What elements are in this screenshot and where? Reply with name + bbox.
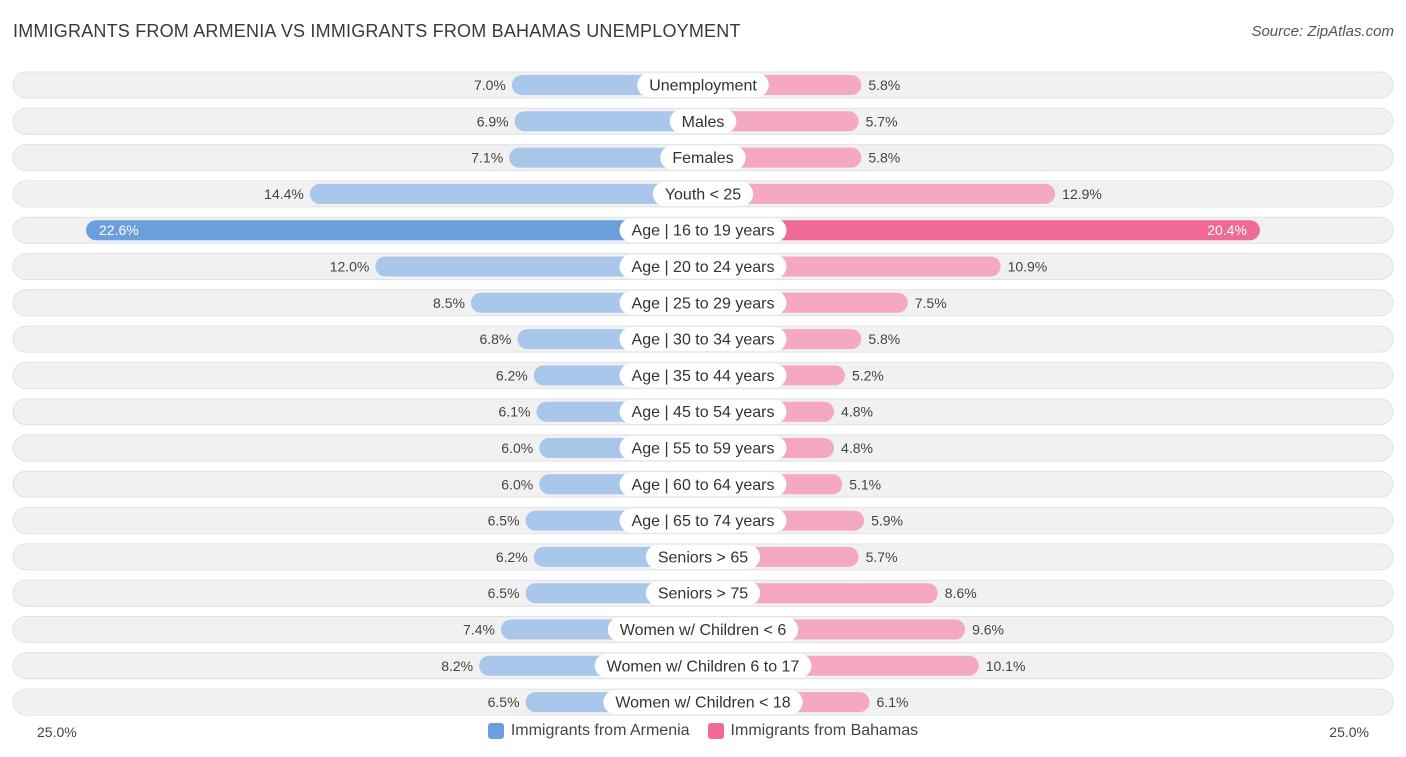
value-label-armenia: 14.4%: [264, 186, 304, 202]
category-label: Females: [672, 150, 733, 167]
bar-bahamas: [703, 220, 1260, 241]
category-pill: [619, 399, 787, 424]
legend-item-armenia[interactable]: Immigrants from Armenia: [487, 722, 690, 740]
category-pill: [603, 690, 803, 715]
category-pill: [645, 581, 761, 606]
category-label: Age | 55 to 59 years: [632, 441, 775, 458]
bar-armenia: [309, 183, 703, 204]
category-label: Age | 35 to 44 years: [632, 368, 775, 385]
value-label-armenia: 8.5%: [433, 295, 465, 311]
category-pill: [619, 327, 787, 352]
category-pill: [652, 181, 754, 206]
value-label-armenia: 6.0%: [501, 440, 533, 456]
bar-bahamas: [703, 111, 859, 132]
value-label-bahamas: 5.9%: [871, 513, 903, 529]
bar-armenia: [514, 111, 703, 132]
bar-bahamas: [703, 583, 938, 604]
value-label-armenia: 6.2%: [496, 367, 528, 383]
chart-title: IMMIGRANTS FROM ARMENIA VS IMMIGRANTS FR…: [13, 21, 741, 41]
category-label: Women w/ Children < 18: [615, 695, 790, 712]
category-pill: [637, 73, 769, 97]
value-label-bahamas: 9.6%: [972, 622, 1004, 638]
category-label: Seniors > 75: [658, 586, 748, 603]
axis-right-label: 25.0%: [1329, 724, 1369, 740]
legend: Immigrants from Armenia Immigrants from …: [0, 722, 1406, 740]
value-label-armenia: 6.1%: [499, 404, 531, 420]
value-label-bahamas: 5.2%: [852, 367, 884, 383]
value-label-bahamas: 5.8%: [868, 77, 900, 93]
value-label-armenia: 12.0%: [330, 259, 370, 275]
value-label-bahamas: 5.8%: [868, 331, 900, 347]
value-label-armenia: 6.0%: [501, 476, 533, 492]
legend-item-bahamas[interactable]: Immigrants from Bahamas: [707, 722, 919, 740]
value-label-bahamas: 5.7%: [866, 113, 898, 129]
category-pill: [669, 109, 737, 134]
source-note: Source: ZipAtlas.com: [1251, 23, 1394, 40]
value-label-bahamas: 6.1%: [877, 694, 909, 710]
value-label-bahamas: 4.8%: [841, 404, 873, 420]
value-label-bahamas: 10.9%: [1008, 259, 1048, 275]
legend-label-bahamas: Immigrants from Bahamas: [730, 722, 919, 739]
legend-swatch-bahamas: [707, 723, 724, 739]
value-label-bahamas: 12.9%: [1062, 186, 1102, 202]
value-label-armenia: 7.0%: [474, 77, 506, 93]
value-label-bahamas: 5.8%: [868, 150, 900, 166]
value-label-bahamas: 5.7%: [866, 549, 898, 565]
value-label-armenia: 6.2%: [496, 549, 528, 565]
category-pill: [619, 218, 787, 243]
category-pill: [619, 363, 787, 388]
category-label: Age | 65 to 74 years: [632, 513, 775, 530]
value-label-bahamas: 5.1%: [849, 476, 881, 492]
category-pill: [660, 145, 746, 170]
legend-swatch-armenia: [487, 723, 504, 739]
category-pill: [607, 617, 799, 642]
value-label-armenia: 7.1%: [471, 150, 503, 166]
category-label: Age | 60 to 64 years: [632, 477, 775, 494]
category-pill: [619, 436, 787, 460]
legend-label-armenia: Immigrants from Armenia: [510, 722, 690, 739]
category-label: Age | 16 to 19 years: [632, 223, 775, 240]
value-label-armenia: 6.5%: [488, 694, 520, 710]
value-label-armenia: 6.5%: [488, 585, 520, 601]
axis-left-label: 25.0%: [37, 724, 77, 740]
category-label: Age | 25 to 29 years: [632, 295, 775, 312]
category-label: Seniors > 65: [658, 549, 748, 566]
value-label-bahamas: 7.5%: [915, 295, 947, 311]
category-label: Age | 30 to 34 years: [632, 332, 775, 349]
category-label: Age | 45 to 54 years: [632, 404, 775, 421]
category-pill: [619, 472, 787, 497]
category-pill: [645, 544, 761, 569]
value-label-armenia: 6.8%: [479, 331, 511, 347]
bar-bahamas: [703, 183, 1056, 204]
bar-armenia: [509, 147, 703, 168]
value-label-bahamas: 4.8%: [841, 440, 873, 456]
value-label-bahamas: 10.1%: [986, 658, 1026, 674]
bar-armenia: [86, 220, 703, 241]
value-label-bahamas: 20.4%: [1207, 222, 1247, 238]
category-label: Youth < 25: [665, 186, 741, 203]
category-pill: [619, 508, 787, 533]
value-label-bahamas: 8.6%: [945, 585, 977, 601]
category-label: Males: [682, 114, 725, 131]
category-pill: [619, 254, 787, 279]
category-pill: [619, 290, 787, 315]
value-label-armenia: 7.4%: [463, 622, 495, 638]
category-label: Women w/ Children 6 to 17: [607, 658, 800, 675]
value-label-armenia: 6.5%: [488, 513, 520, 529]
value-label-armenia: 8.2%: [441, 658, 473, 674]
value-label-armenia: 22.6%: [99, 222, 139, 238]
category-label: Age | 20 to 24 years: [632, 259, 775, 276]
category-label: Unemployment: [649, 78, 757, 95]
category-label: Women w/ Children < 6: [620, 622, 787, 639]
category-pill: [594, 653, 812, 678]
value-label-armenia: 6.9%: [477, 113, 509, 129]
